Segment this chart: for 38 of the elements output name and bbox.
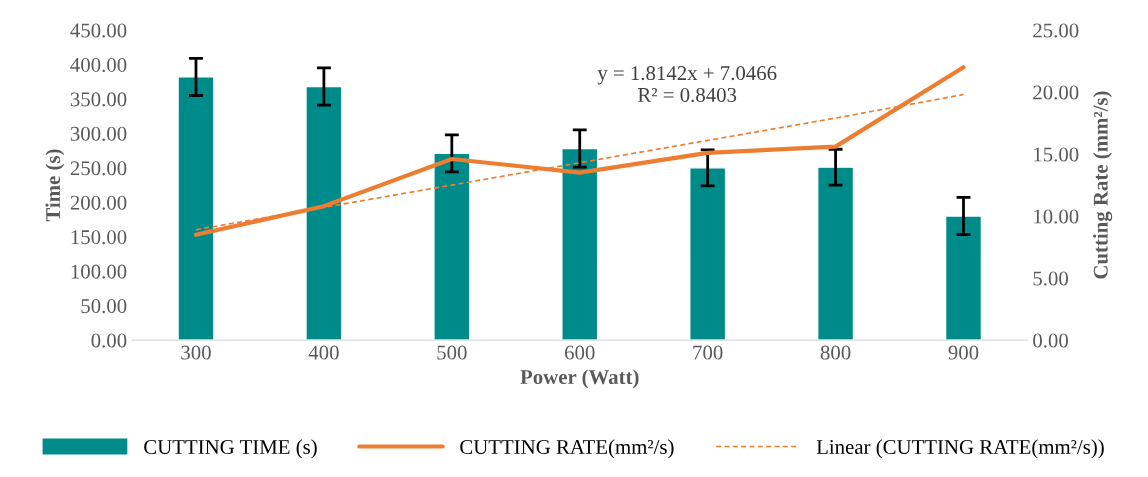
y-tick-label: 350.00 [70, 92, 127, 107]
y2-tick-label: 25.00 [1033, 23, 1079, 38]
x-tick-label: 700 [693, 345, 723, 360]
y-tick-label: 50.00 [81, 299, 127, 314]
y-axis-title: Time (s) [45, 149, 65, 222]
bar [944, 215, 983, 341]
y-tick-label: 300.00 [70, 126, 127, 141]
bar [177, 76, 215, 341]
x-tick-label: 300 [181, 345, 211, 360]
bar [816, 166, 855, 341]
bar [433, 152, 471, 341]
y-tick-label: 200.00 [70, 195, 127, 210]
legend-label: CUTTING TIME (s) [144, 439, 317, 459]
legend-label: CUTTING RATE(mm²/s) [460, 439, 674, 459]
bar [689, 167, 727, 341]
line-series [193, 65, 966, 237]
y2-tick-label: 15.00 [1034, 147, 1079, 162]
y2-tick-label: 20.00 [1033, 85, 1079, 100]
bar [305, 85, 343, 341]
legend-label: Linear (CUTTING RATE(mm²/s)) [816, 439, 1104, 459]
y2-tick-label: 0.00 [1033, 333, 1068, 348]
y2-axis-title: Cutting Rate (mm²/s) [1093, 91, 1113, 279]
x-tick-label: 600 [565, 345, 595, 360]
y-tick-label: 150.00 [71, 230, 127, 245]
y-tick-label: 100.00 [71, 264, 127, 279]
y-tick-label: 0.00 [91, 333, 127, 348]
x-tick-label: 400 [308, 345, 339, 360]
x-axis-title: Power (Watt) [520, 369, 639, 389]
y-tick-label: 450.00 [70, 23, 127, 38]
x-tick-label: 800 [820, 345, 851, 360]
annotation: y = 1.8142x + 7.0466 R² = 0.8403 [597, 66, 777, 103]
y-tick-label: 400.00 [70, 57, 127, 73]
bar [561, 147, 599, 341]
y2-tick-label: 5.00 [1033, 271, 1068, 286]
y-tick-label: 250.00 [70, 161, 127, 176]
x-tick-label: 500 [437, 345, 467, 360]
y2-tick-label: 10.00 [1034, 209, 1079, 224]
x-tick-label: 900 [948, 345, 979, 360]
